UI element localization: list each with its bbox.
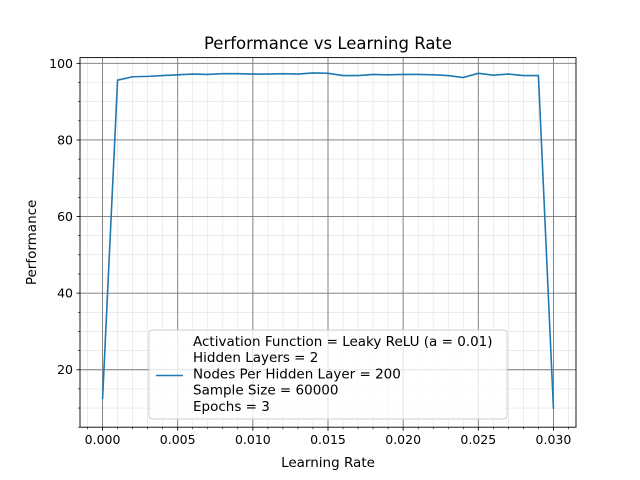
legend-entry-line: Activation Function = Leaky ReLU (a = 0.… xyxy=(193,334,493,350)
legend-box xyxy=(148,329,508,420)
chart-title: Performance vs Learning Rate xyxy=(204,34,452,53)
x-tick-label: 0.000 xyxy=(85,432,121,447)
legend-entry-line: Hidden Layers = 2 xyxy=(193,350,318,366)
y-tick-label: 80 xyxy=(57,132,73,147)
y-tick-label: 20 xyxy=(57,362,73,377)
x-tick-label: 0.025 xyxy=(460,432,496,447)
y-tick-label: 100 xyxy=(49,56,73,71)
y-tick-label: 60 xyxy=(57,209,73,224)
x-tick-label: 0.015 xyxy=(310,432,346,447)
x-tick-label: 0.030 xyxy=(536,432,572,447)
x-axis-label: Learning Rate xyxy=(281,455,375,471)
legend-entry-line: Nodes Per Hidden Layer = 200 xyxy=(193,366,401,382)
y-tick-label: 40 xyxy=(57,286,73,301)
legend-entry-line: Epochs = 3 xyxy=(193,399,270,415)
y-axis-label: Performance xyxy=(24,200,40,286)
x-tick-label: 0.005 xyxy=(160,432,196,447)
x-tick-label: 0.020 xyxy=(385,432,421,447)
legend-entry-line: Sample Size = 60000 xyxy=(193,383,338,399)
performance-series-line xyxy=(101,72,555,409)
legend: Activation Function = Leaky ReLU (a = 0.… xyxy=(148,329,508,420)
x-tick-label: 0.010 xyxy=(235,432,271,447)
series-layer xyxy=(101,72,555,409)
axis-ticks: 0.000 0.005 0.010 0.015 0.020 0.025 0.030 20 40 6… xyxy=(49,56,571,447)
